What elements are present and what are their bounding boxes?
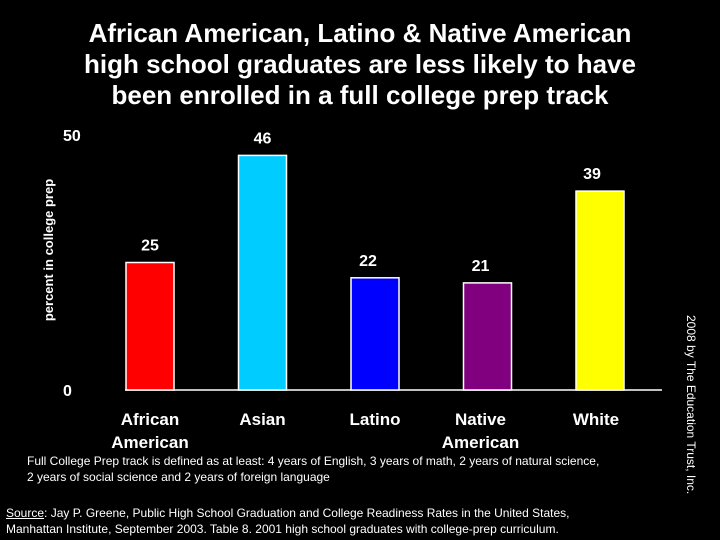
category-label: Native bbox=[455, 410, 506, 429]
source-line-2: Manhattan Institute, September 2003. Tab… bbox=[6, 522, 559, 536]
definition-note: Full College Prep track is defined as at… bbox=[27, 453, 707, 485]
bar bbox=[125, 261, 175, 391]
data-label: 25 bbox=[141, 238, 159, 255]
title-line-2: high school graduates are less likely to… bbox=[84, 49, 636, 79]
bar bbox=[237, 154, 288, 391]
title-line-3: been enrolled in a full college prep tra… bbox=[111, 80, 609, 110]
category-label: Asian bbox=[239, 410, 285, 429]
category-label: White bbox=[573, 410, 619, 429]
data-label: 46 bbox=[254, 130, 272, 147]
note-line-2: 2 years of social science and 2 years of… bbox=[27, 470, 330, 484]
title-line-1: African American, Latino & Native Americ… bbox=[88, 18, 632, 48]
copyright-credit: 2008 by The Education Trust, Inc. bbox=[684, 315, 698, 495]
bar-chart: 0 50 percent in college prep 25 African Ameri… bbox=[41, 128, 662, 452]
source-line-1: : Jay P. Greene, Public High School Grad… bbox=[44, 506, 570, 520]
data-label: 22 bbox=[359, 253, 377, 270]
y-tick-label: 0 bbox=[63, 383, 72, 400]
data-label: 39 bbox=[583, 166, 601, 183]
note-line-1: Full College Prep track is defined as at… bbox=[27, 454, 600, 468]
category-label: American bbox=[442, 433, 519, 452]
y-axis-label: percent in college prep bbox=[41, 179, 56, 321]
category-label: American bbox=[111, 433, 188, 452]
category-label: Latino bbox=[350, 410, 401, 429]
bar bbox=[462, 282, 513, 391]
bar bbox=[575, 190, 625, 391]
bar bbox=[350, 277, 400, 391]
source-label: Source bbox=[6, 506, 45, 520]
data-label: 21 bbox=[472, 258, 490, 275]
y-tick-label: 50 bbox=[63, 128, 81, 145]
source-citation: Source: Jay P. Greene, Public High Schoo… bbox=[6, 505, 706, 537]
category-label: African bbox=[121, 410, 180, 429]
chart-title: African American, Latino & Native Americ… bbox=[40, 18, 680, 111]
